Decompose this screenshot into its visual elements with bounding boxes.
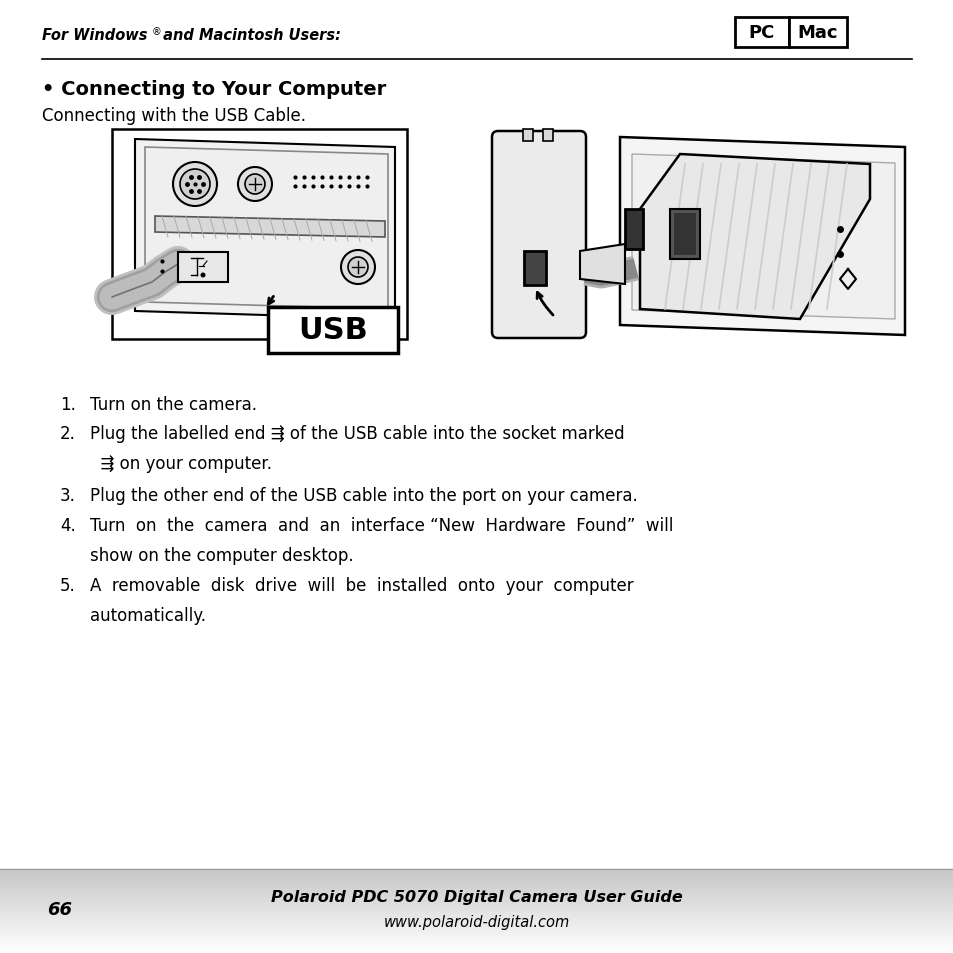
Text: A  removable  disk  drive  will  be  installed  onto  your  computer: A removable disk drive will be installed… xyxy=(90,577,633,595)
Circle shape xyxy=(245,174,265,194)
Bar xyxy=(669,210,700,260)
Text: Plug the other end of the USB cable into the port on your camera.: Plug the other end of the USB cable into… xyxy=(90,486,638,504)
Text: • Connecting to Your Computer: • Connecting to Your Computer xyxy=(42,80,386,99)
Text: PC: PC xyxy=(748,24,775,42)
Circle shape xyxy=(200,274,205,278)
Text: 3.: 3. xyxy=(60,486,76,504)
Text: Plug the labelled end ⇶ of the USB cable into the socket marked: Plug the labelled end ⇶ of the USB cable… xyxy=(90,424,624,442)
Text: Connecting with the USB Cable.: Connecting with the USB Cable. xyxy=(42,107,306,125)
Polygon shape xyxy=(154,216,385,237)
Bar xyxy=(523,252,545,286)
Bar xyxy=(522,130,533,142)
Text: show on the computer desktop.: show on the computer desktop. xyxy=(90,546,354,564)
Bar xyxy=(112,130,407,339)
Polygon shape xyxy=(639,154,869,319)
Text: 5.: 5. xyxy=(60,577,75,595)
Bar xyxy=(542,130,553,142)
FancyBboxPatch shape xyxy=(492,132,585,338)
Text: USB: USB xyxy=(297,316,368,345)
Circle shape xyxy=(348,257,368,277)
Circle shape xyxy=(340,251,375,285)
Bar xyxy=(734,18,788,48)
Bar xyxy=(788,18,846,48)
FancyBboxPatch shape xyxy=(268,308,397,354)
Circle shape xyxy=(237,168,272,202)
Polygon shape xyxy=(135,140,395,319)
Text: 66: 66 xyxy=(47,900,71,918)
Circle shape xyxy=(180,170,210,200)
Bar xyxy=(624,210,642,250)
Bar xyxy=(178,253,228,283)
Text: Mac: Mac xyxy=(797,24,838,42)
Text: Polaroid PDC 5070 Digital Camera User Guide: Polaroid PDC 5070 Digital Camera User Gu… xyxy=(271,889,682,904)
Text: www.polaroid-digital.com: www.polaroid-digital.com xyxy=(383,915,570,929)
Text: ⇶ on your computer.: ⇶ on your computer. xyxy=(90,455,272,473)
Bar xyxy=(673,213,696,255)
Text: For Windows: For Windows xyxy=(42,29,148,44)
Text: Turn  on  the  camera  and  an  interface “New  Hardware  Found”  will: Turn on the camera and an interface “New… xyxy=(90,517,673,535)
Text: 4.: 4. xyxy=(60,517,75,535)
Polygon shape xyxy=(619,138,904,335)
Polygon shape xyxy=(145,148,388,310)
Polygon shape xyxy=(579,245,624,285)
Text: 2.: 2. xyxy=(60,424,76,442)
Polygon shape xyxy=(631,154,894,319)
Circle shape xyxy=(172,163,216,207)
Text: ®: ® xyxy=(152,27,162,37)
Text: Turn on the camera.: Turn on the camera. xyxy=(90,395,256,414)
Text: and Macintosh Users:: and Macintosh Users: xyxy=(158,29,340,44)
Text: automatically.: automatically. xyxy=(90,606,206,624)
Text: 1.: 1. xyxy=(60,395,76,414)
